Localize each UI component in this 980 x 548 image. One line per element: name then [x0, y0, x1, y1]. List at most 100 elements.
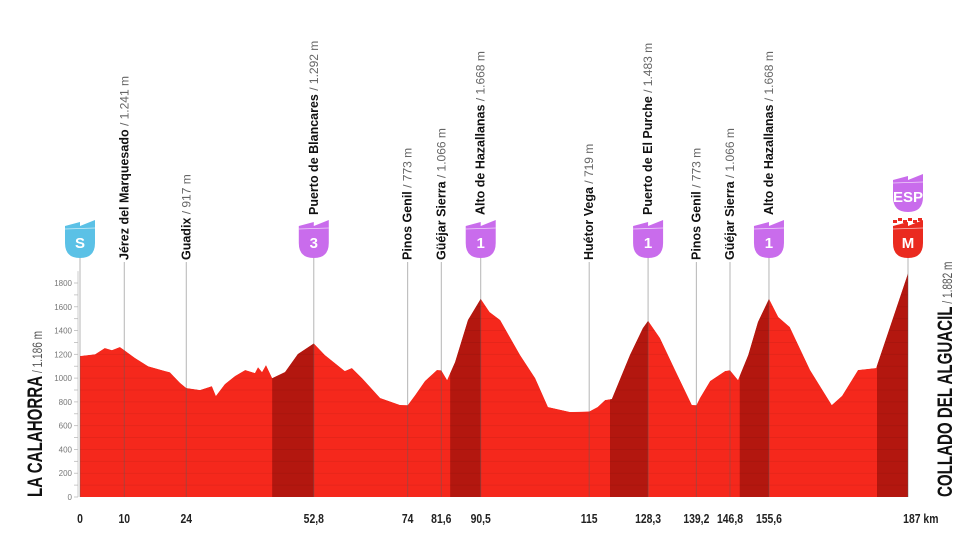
badge-shield-icon — [753, 220, 784, 258]
svg-text:COLLADO DEL ALGUACIL/ 1.882 m: COLLADO DEL ALGUACIL / 1.882 m — [932, 262, 956, 497]
badge-label: ESP — [893, 189, 923, 206]
point-elevation: / 1.292 m — [307, 41, 321, 94]
point-label: Puerto de El Purche / 1.483 m — [641, 43, 655, 215]
checker-icon — [913, 220, 917, 223]
y-tick-label: 600 — [59, 422, 73, 431]
svg-text:Guadix / 917 m: Guadix / 917 m — [179, 174, 193, 260]
badge-mountain: 3 — [298, 220, 329, 258]
point-elevation: / 917 m — [179, 174, 193, 217]
x-tick-label: 0 — [77, 512, 83, 526]
badge-sprint: S — [64, 220, 96, 258]
badge-shield-icon — [298, 220, 329, 258]
badge-label: 1 — [765, 235, 773, 252]
point-name: Jérez del Marquesado — [117, 129, 131, 260]
badge-finish: M — [892, 218, 924, 258]
y-tick-label: 1200 — [54, 350, 72, 359]
y-tick-label: 1800 — [54, 279, 72, 288]
badge-stripe — [892, 227, 924, 230]
point-elevation: / 1.668 m — [474, 51, 488, 104]
badge-shield-icon — [893, 220, 923, 258]
svg-text:Pinos Genil / 773 m: Pinos Genil / 773 m — [401, 148, 415, 260]
checker-icon — [893, 220, 897, 223]
svg-text:Pinos Genil / 773 m: Pinos Genil / 773 m — [689, 148, 703, 260]
point-name: Alto de Hazallanas — [474, 105, 488, 215]
badge-mountain: 1 — [753, 220, 784, 258]
x-tick-label: 139,2 — [683, 512, 709, 526]
badge-label: 1 — [644, 235, 652, 252]
point-name: Puerto de El Purche — [641, 96, 655, 215]
checker-icon — [898, 218, 902, 221]
point-label: Güéjar Sierra / 1.066 m — [723, 128, 737, 260]
profile-area — [80, 0, 908, 497]
y-tick-label: 1400 — [54, 327, 72, 336]
badge-shield-icon — [465, 220, 496, 258]
badge-stripe — [465, 227, 496, 230]
svg-text:Alto de Hazallanas / 1.668 m: Alto de Hazallanas / 1.668 m — [762, 51, 776, 215]
point-name: Güéjar Sierra — [434, 180, 448, 260]
x-tick-label: 115 — [581, 512, 598, 526]
badge-label: M — [902, 235, 915, 252]
y-axis: 0 200 400 600 800 1000 1200 1400 1600 1800 — [54, 271, 79, 502]
point-name: Alto de Hazallanas — [762, 105, 776, 215]
badge-stripe — [633, 227, 664, 230]
point-elevation: / 1.066 m — [723, 128, 737, 181]
point-elevation: / 1.241 m — [117, 76, 131, 129]
point-label: Huétor Vega / 719 m — [582, 144, 596, 260]
point-elevation: / 1.668 m — [762, 51, 776, 104]
x-tick-label: 155,6 — [756, 512, 782, 526]
badge-stripe — [753, 227, 784, 230]
checker-icon — [918, 218, 922, 221]
climb-segment — [739, 298, 769, 497]
point-elevation: / 719 m — [582, 144, 596, 187]
badge-stripe — [892, 181, 924, 184]
point-elevation: / 1.066 m — [434, 128, 448, 181]
point-elevation: / 1.483 m — [641, 43, 655, 96]
x-tick-label: 90,5 — [471, 512, 492, 526]
finish-name: COLLADO DEL ALGUACIL — [932, 306, 956, 497]
point-label: Jérez del Marquesado / 1.241 m — [117, 76, 131, 260]
badge-mountain: 1 — [465, 220, 496, 258]
y-tick-label: 1600 — [54, 303, 72, 312]
finish-label: COLLADO DEL ALGUACIL / 1.882 m — [932, 262, 956, 497]
climb-segment — [610, 320, 649, 497]
x-tick-label: 81,6 — [431, 512, 452, 526]
point-elevation: / 773 m — [689, 148, 703, 191]
y-tick-label: 1000 — [54, 374, 72, 383]
x-tick-label: 52,8 — [304, 512, 325, 526]
badge-mountain-special: ESP — [892, 174, 924, 212]
start-label: LA CALAHORRA / 1.186 m — [22, 331, 46, 497]
checker-icon — [908, 218, 912, 221]
badge-mountain: 1 — [633, 220, 664, 258]
point-label: Pinos Genil / 773 m — [689, 148, 703, 260]
point-label: Guadix / 917 m — [179, 174, 193, 260]
x-tick-label: 10 — [118, 512, 130, 526]
badge-shield-icon — [65, 220, 95, 258]
point-label: Pinos Genil / 773 m — [401, 148, 415, 260]
point-name: Pinos Genil — [689, 191, 703, 260]
svg-text:Puerto de Blancares / 1.292 m: Puerto de Blancares / 1.292 m — [307, 41, 321, 215]
y-tick-label: 200 — [59, 469, 73, 478]
svg-text:Puerto de El Purche / 1.483 m: Puerto de El Purche / 1.483 m — [641, 43, 655, 215]
climb-segment — [450, 298, 481, 497]
point-label: Alto de Hazallanas / 1.668 m — [762, 51, 776, 215]
badge-stripe — [298, 227, 329, 230]
point-elevation: / 773 m — [401, 148, 415, 191]
svg-text:Güéjar Sierra / 1.066 m: Güéjar Sierra / 1.066 m — [723, 128, 737, 260]
sky-mask — [80, 0, 908, 412]
badge-shield-icon — [633, 220, 664, 258]
badges: S 3 1 1 1 M ESP — [64, 174, 924, 258]
svg-text:Huétor Vega / 719 m: Huétor Vega / 719 m — [582, 144, 596, 260]
x-tick-label: 146,8 — [717, 512, 743, 526]
x-tick-label: 128,3 — [635, 512, 661, 526]
x-tick-label: 187 km — [903, 512, 938, 526]
point-label: Güéjar Sierra / 1.066 m — [434, 128, 448, 260]
point-label: Puerto de Blancares / 1.292 m — [307, 41, 321, 215]
badge-shield-icon — [893, 174, 923, 212]
badge-label: 1 — [477, 235, 485, 252]
marker-lines — [79, 258, 909, 497]
point-name: Huétor Vega — [582, 186, 596, 260]
point-label: Alto de Hazallanas / 1.668 m — [474, 51, 488, 215]
checker-icon — [903, 220, 907, 223]
point-name: Puerto de Blancares — [307, 94, 321, 215]
